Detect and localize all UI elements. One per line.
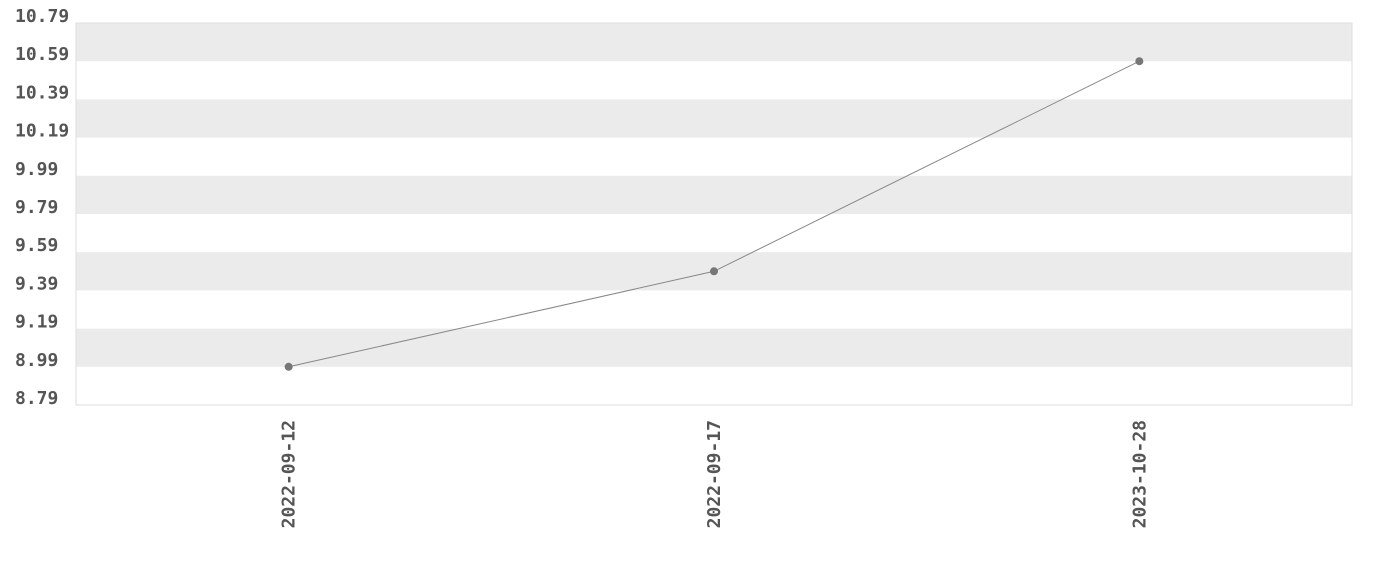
series-line — [284, 57, 1144, 371]
data-point[interactable] — [710, 267, 718, 276]
grid-band — [76, 328, 1352, 367]
y-tick-label: 9.59 — [15, 235, 58, 256]
data-point[interactable] — [1135, 57, 1144, 66]
y-tick-label: 9.39 — [15, 273, 58, 294]
y-tick-label: 8.99 — [15, 350, 58, 371]
x-tick-label: 2022-09-12 — [279, 420, 300, 528]
y-axis: 8.79 8.99 9.19 9.39 9.59 9.79 9.99 10.19 10.39 10… — [15, 6, 69, 409]
y-tick-label: 10.79 — [15, 6, 69, 27]
y-tick-label: 9.19 — [15, 312, 58, 333]
y-tick-label: 10.59 — [15, 44, 69, 65]
y-tick-label: 10.39 — [15, 82, 69, 103]
grid-band — [76, 175, 1352, 214]
grid-band — [76, 99, 1352, 138]
y-tick-label: 8.79 — [15, 388, 58, 409]
y-tick-label: 9.79 — [15, 197, 58, 218]
y-tick-label: 10.19 — [15, 121, 69, 142]
x-tick-label: 2023-10-28 — [1129, 420, 1150, 528]
data-point[interactable] — [284, 362, 293, 371]
y-tick-label: 9.99 — [15, 159, 58, 180]
x-axis: 2022-09-12 2022-09-17 2023-10-28 — [279, 420, 1151, 528]
plot-border — [75, 22, 1353, 406]
grid-bands — [76, 23, 1352, 367]
grid-band — [76, 23, 1352, 62]
x-tick-label: 2022-09-17 — [704, 420, 725, 528]
